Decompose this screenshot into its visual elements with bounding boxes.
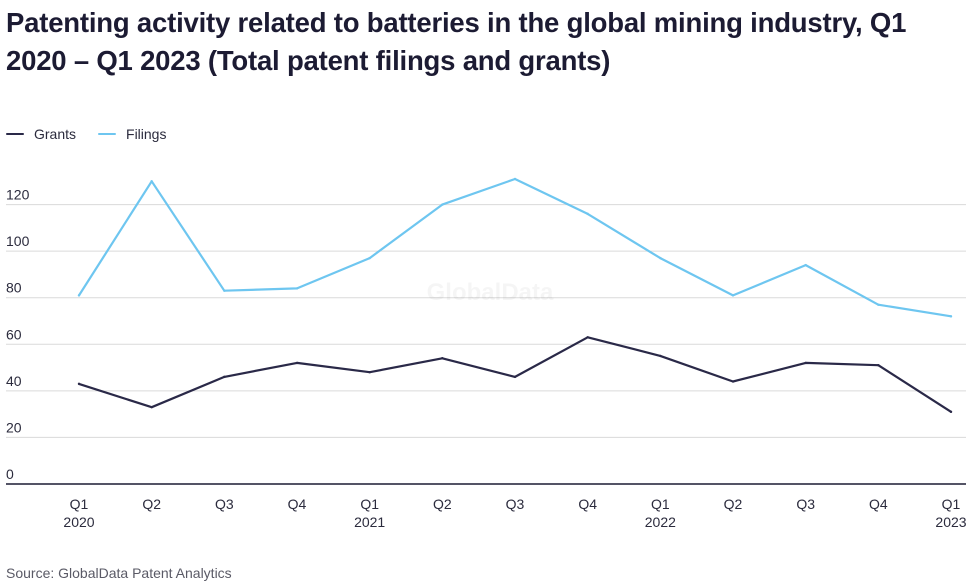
legend-item-filings: Filings [98,126,166,142]
legend: Grants Filings [6,125,188,143]
data-point-filings-0 [77,294,81,297]
x-tick-year-0: 2020 [63,514,94,530]
data-point-grants-4 [368,371,371,374]
x-tick-label-1: Q2 [142,496,161,512]
data-point-filings-11 [877,303,880,306]
data-point-grants-9 [731,380,735,383]
data-point-filings-12 [949,315,953,318]
source-note: Source: GlobalData Patent Analytics [6,565,232,581]
legend-swatch-filings [98,132,117,136]
legend-swatch-grants [6,132,24,136]
x-tick-label-0: Q1 [70,496,89,512]
data-point-grants-7 [586,336,589,339]
data-point-grants-8 [659,354,662,358]
x-tick-year-8: 2022 [645,514,676,530]
x-tick-label-10: Q3 [796,496,815,512]
x-tick-label-8: Q1 [651,496,670,512]
series-line-grants [77,336,953,413]
data-point-grants-5 [441,357,444,360]
data-point-filings-4 [368,256,371,260]
data-point-filings-10 [804,263,807,267]
data-point-grants-12 [949,410,953,414]
data-point-filings-1 [150,180,153,183]
data-point-filings-9 [731,294,735,297]
x-axis-ticks: Q1 2020 Q2 Q3 Q4 Q1 2021 Q2 Q3 Q4 Q1 2022 Q2 Q3 Q4 Q1 20… [63,496,966,530]
y-tick-label-40: 40 [6,373,22,389]
y-tick-label-100: 100 [6,233,30,249]
x-tick-label-12: Q1 [942,496,961,512]
legend-label-filings: Filings [126,126,167,142]
data-point-filings-2 [223,289,226,292]
data-point-grants-1 [150,405,153,409]
gridlines [6,204,966,438]
x-tick-label-5: Q2 [433,496,452,512]
data-point-grants-10 [804,361,807,365]
chart-title: Patenting activity related to batteries … [6,7,907,76]
x-tick-label-2: Q3 [215,496,234,512]
y-tick-label-120: 120 [6,187,30,203]
data-point-grants-6 [513,375,517,379]
data-point-grants-2 [223,375,226,379]
y-axis-ticks: 0 20 40 60 80 100 120 [6,187,30,482]
legend-item-grants: Grants [6,126,76,142]
watermark: GlobalData [427,279,554,306]
x-tick-label-9: Q2 [724,496,743,512]
legend-label-grants: Grants [34,126,77,142]
y-tick-label-80: 80 [6,280,22,296]
data-point-filings-7 [586,212,589,216]
x-tick-year-4: 2021 [354,514,385,530]
x-tick-label-4: Q1 [360,496,379,512]
x-tick-label-7: Q4 [578,496,597,512]
data-point-grants-3 [295,361,299,365]
data-point-filings-5 [441,203,444,206]
y-tick-label-60: 60 [6,326,22,342]
x-tick-label-6: Q3 [506,496,525,512]
x-tick-label-11: Q4 [869,496,888,512]
x-tick-year-12: 2023 [935,514,966,530]
data-point-filings-8 [659,256,662,260]
x-tick-label-3: Q4 [288,496,307,512]
series [77,177,953,414]
data-point-filings-6 [513,177,517,181]
y-tick-label-0: 0 [6,466,14,482]
data-point-grants-0 [77,382,81,386]
data-point-grants-11 [877,364,880,367]
data-point-filings-3 [295,287,299,290]
y-tick-label-20: 20 [6,419,22,435]
